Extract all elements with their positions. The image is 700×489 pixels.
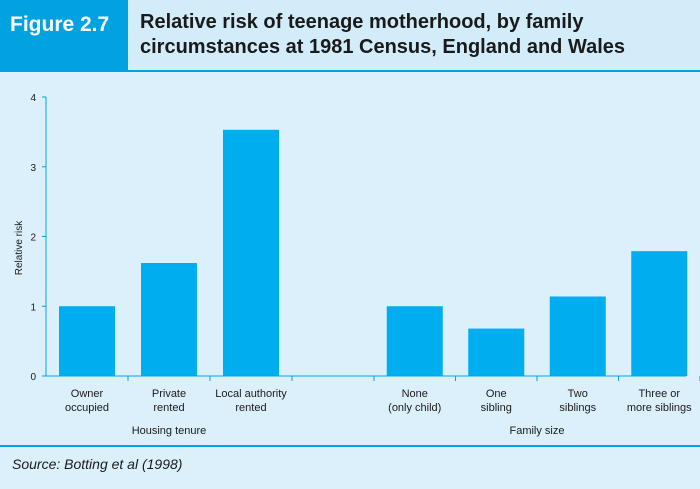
x-tick-label: Private bbox=[152, 388, 186, 400]
group-label: Family size bbox=[509, 425, 564, 437]
figure-title-line-1: Relative risk of teenage motherhood, by … bbox=[140, 11, 584, 33]
group-label: Housing tenure bbox=[132, 425, 207, 437]
bars bbox=[59, 129, 688, 376]
y-axis: 0 1 2 3 4 bbox=[30, 93, 47, 383]
footer-divider bbox=[0, 445, 700, 447]
bar bbox=[631, 251, 688, 376]
x-tick-label: occupied bbox=[65, 402, 109, 414]
x-tick-label: (only child) bbox=[388, 402, 441, 414]
bar bbox=[59, 306, 115, 376]
bar-chart: 0 1 2 3 4 Relative risk Owner occupied Private… bbox=[14, 93, 700, 437]
y-tick-label: 3 bbox=[30, 163, 36, 174]
figure-header: Figure 2.7 Relative risk of teenage moth… bbox=[0, 0, 700, 70]
x-tick-label: siblings bbox=[559, 402, 596, 414]
bar bbox=[223, 129, 279, 376]
source-note: Source: Botting et al (1998) bbox=[12, 456, 183, 472]
figure-title-line-2: circumstances at 1981 Census, England an… bbox=[140, 36, 625, 58]
y-axis-label: Relative risk bbox=[14, 220, 25, 275]
x-tick-label: None bbox=[402, 388, 428, 400]
x-tick-labels: Owner occupied Private rented Local authorit… bbox=[65, 388, 692, 414]
x-tick-label: rented bbox=[235, 402, 266, 414]
x-tick-label: Three or bbox=[638, 388, 680, 400]
x-tick-label: Owner bbox=[71, 388, 104, 400]
y-tick-label: 1 bbox=[30, 302, 36, 313]
bar bbox=[549, 296, 606, 376]
group-labels: Housing tenure Family size bbox=[132, 425, 565, 437]
y-tick-label: 0 bbox=[30, 372, 36, 383]
header-divider bbox=[0, 70, 700, 72]
bar bbox=[468, 328, 525, 376]
x-tick-label: One bbox=[486, 388, 507, 400]
x-tick-label: sibling bbox=[481, 402, 512, 414]
y-tick-label: 2 bbox=[30, 233, 36, 244]
bar bbox=[141, 263, 197, 376]
x-tick-label: rented bbox=[153, 402, 184, 414]
x-axis bbox=[46, 375, 700, 381]
x-tick-label: Two bbox=[568, 388, 588, 400]
x-tick-label: more siblings bbox=[627, 402, 692, 414]
figure-label: Figure 2.7 bbox=[0, 0, 128, 70]
bar bbox=[386, 306, 443, 376]
figure-title: Relative risk of teenage motherhood, by … bbox=[140, 10, 680, 60]
x-tick-label: Local authority bbox=[215, 388, 287, 400]
y-tick-label: 4 bbox=[30, 93, 36, 104]
